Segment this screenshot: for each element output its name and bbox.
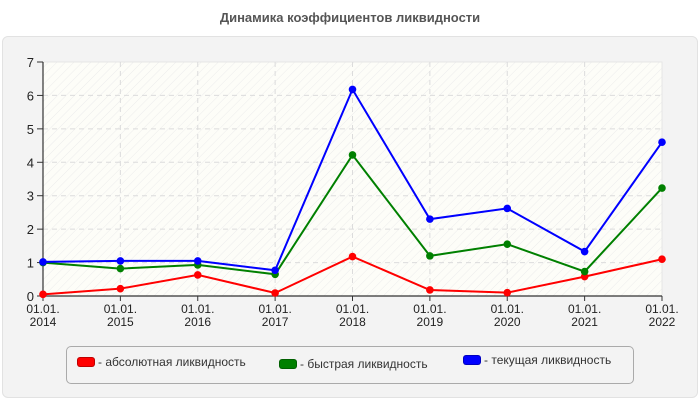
x-tick-label: 01.01. bbox=[568, 302, 601, 316]
data-point[interactable] bbox=[658, 184, 666, 192]
x-tick-label: 01.01. bbox=[491, 302, 524, 316]
legend-item-absolute: - абсолютная ликвидность bbox=[77, 355, 246, 369]
x-tick-label: 01.01. bbox=[181, 302, 214, 316]
data-point[interactable] bbox=[39, 290, 47, 299]
x-tick-label: 01.01. bbox=[336, 302, 369, 316]
data-point[interactable] bbox=[426, 286, 434, 294]
y-tick-label: 1 bbox=[27, 256, 34, 271]
data-point[interactable] bbox=[116, 264, 125, 273]
data-point[interactable] bbox=[658, 138, 666, 147]
x-tick-label: 01.01. bbox=[26, 302, 59, 316]
legend-item-current: - текущая ликвидность bbox=[463, 353, 611, 367]
x-tick-label: 01.01. bbox=[645, 302, 678, 316]
legend-swatch-green bbox=[279, 359, 297, 369]
x-tick-label: 2017 bbox=[262, 315, 289, 329]
y-tick-label: 7 bbox=[27, 55, 34, 70]
x-tick-label: 2014 bbox=[30, 315, 57, 329]
legend-label: - текущая ликвидность bbox=[484, 353, 612, 367]
data-point[interactable] bbox=[348, 85, 357, 94]
line-chart: 0123456701.01.201401.01.201501.01.201601… bbox=[26, 55, 678, 329]
data-point[interactable] bbox=[503, 288, 512, 297]
x-tick-label: 01.01. bbox=[258, 302, 291, 316]
legend-swatch-blue bbox=[463, 355, 481, 365]
legend-label: - быстрая ликвидность bbox=[300, 357, 428, 371]
chart-legend: - абсолютная ликвидность - быстрая ликви… bbox=[66, 346, 634, 384]
data-point[interactable] bbox=[580, 267, 589, 276]
legend-label: - абсолютная ликвидность bbox=[98, 355, 246, 369]
y-tick-label: 4 bbox=[27, 155, 34, 170]
x-tick-label: 01.01. bbox=[104, 302, 137, 316]
legend-item-quick: - быстрая ликвидность bbox=[279, 357, 428, 371]
data-point[interactable] bbox=[426, 252, 434, 260]
data-point[interactable] bbox=[503, 240, 512, 248]
y-tick-label: 5 bbox=[27, 122, 34, 137]
data-point[interactable] bbox=[116, 284, 125, 293]
y-tick-label: 0 bbox=[27, 289, 34, 304]
x-tick-label: 01.01. bbox=[413, 302, 446, 316]
x-tick-label: 2021 bbox=[571, 315, 598, 329]
data-point[interactable] bbox=[39, 258, 47, 266]
y-tick-label: 2 bbox=[27, 222, 34, 237]
y-tick-label: 6 bbox=[27, 88, 34, 103]
x-tick-label: 2015 bbox=[107, 315, 134, 329]
x-tick-label: 2016 bbox=[184, 315, 211, 329]
x-tick-label: 2019 bbox=[417, 315, 444, 329]
data-point[interactable] bbox=[348, 151, 357, 159]
chart-title: Динамика коэффициентов ликвидности bbox=[219, 10, 481, 25]
x-tick-label: 2020 bbox=[494, 315, 521, 329]
data-point[interactable] bbox=[193, 257, 202, 265]
data-point[interactable] bbox=[116, 257, 125, 265]
data-point[interactable] bbox=[426, 215, 434, 223]
x-tick-label: 2022 bbox=[649, 315, 676, 329]
data-point[interactable] bbox=[193, 271, 202, 279]
data-point[interactable] bbox=[348, 252, 357, 261]
plot-area: 0123456701.01.201401.01.201501.01.201601… bbox=[26, 55, 678, 329]
data-point[interactable] bbox=[271, 289, 279, 297]
data-point[interactable] bbox=[658, 255, 666, 264]
data-point[interactable] bbox=[271, 266, 279, 275]
data-point[interactable] bbox=[503, 204, 512, 213]
x-tick-label: 2018 bbox=[339, 315, 366, 329]
legend-swatch-red bbox=[77, 357, 95, 367]
y-tick-label: 3 bbox=[27, 189, 34, 204]
data-point[interactable] bbox=[580, 247, 589, 256]
